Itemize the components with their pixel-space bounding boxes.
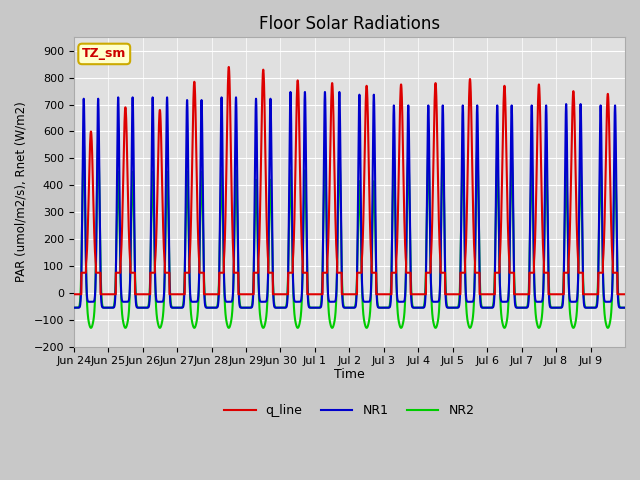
NR2 — [528, 160, 536, 166]
NR1 — [287, 89, 294, 95]
NR2 — [184, 202, 192, 207]
Legend: q_line, NR1, NR2: q_line, NR1, NR2 — [220, 399, 479, 422]
Line: NR1: NR1 — [74, 92, 625, 308]
NR1 — [370, 92, 378, 97]
Line: NR2: NR2 — [74, 142, 625, 328]
NR2 — [363, 325, 371, 331]
NR1 — [70, 305, 77, 311]
NR2 — [70, 305, 77, 311]
NR1 — [184, 149, 192, 155]
Title: Floor Solar Radiations: Floor Solar Radiations — [259, 15, 440, 33]
NR2 — [400, 318, 408, 324]
q_line — [184, 270, 192, 276]
q_line — [70, 291, 77, 297]
X-axis label: Time: Time — [334, 368, 365, 381]
q_line — [542, 270, 550, 276]
NR1 — [621, 305, 629, 311]
NR1 — [528, 103, 536, 109]
q_line — [225, 64, 232, 70]
NR1 — [380, 305, 388, 311]
NR2 — [80, 139, 88, 145]
Text: TZ_sm: TZ_sm — [82, 48, 127, 60]
NR1 — [501, 299, 509, 305]
NR2 — [370, 179, 378, 184]
Y-axis label: PAR (umol/m2/s), Rnet (W/m2): PAR (umol/m2/s), Rnet (W/m2) — [15, 102, 28, 282]
NR1 — [400, 299, 408, 305]
Line: q_line: q_line — [74, 67, 625, 294]
q_line — [528, 270, 536, 276]
NR2 — [621, 305, 629, 311]
q_line — [370, 270, 378, 276]
NR2 — [501, 325, 509, 331]
q_line — [500, 84, 508, 89]
NR2 — [542, 160, 550, 166]
q_line — [399, 171, 407, 177]
NR1 — [542, 103, 550, 109]
q_line — [621, 291, 629, 297]
